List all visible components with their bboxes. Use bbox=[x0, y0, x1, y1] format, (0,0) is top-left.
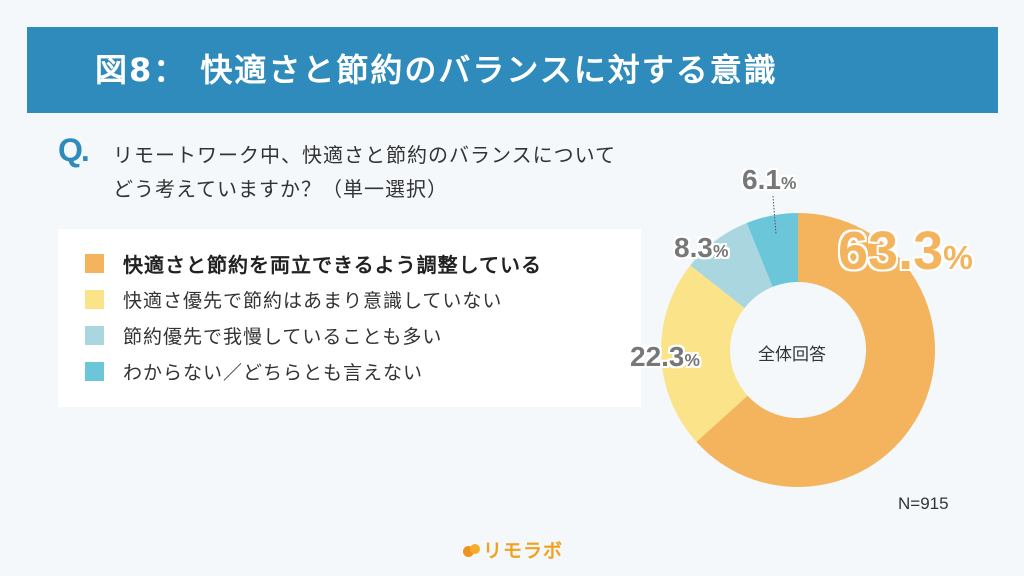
question-line-2: どう考えていますか？（単一選択） bbox=[113, 177, 448, 201]
leader-line bbox=[772, 195, 777, 235]
donut-segments bbox=[661, 213, 935, 487]
pct-value: 22.3 bbox=[630, 341, 685, 372]
brand-name: リモラボ bbox=[483, 540, 564, 562]
pct-unit: % bbox=[712, 241, 729, 261]
legend-swatch-orange bbox=[85, 253, 104, 273]
chart-title: 図8： 快適さと節約のバランスに対する意識 bbox=[95, 51, 778, 89]
legend-item-comfort-first: 快適さ優先で節約はあまり意識していない bbox=[85, 284, 502, 314]
pct-label-balance: 63.3% bbox=[838, 220, 973, 282]
pct-label-unknown: 6.1% bbox=[742, 164, 796, 196]
legend-label: 快適さと節約を両立できるよう調整している bbox=[123, 252, 542, 277]
pct-unit: % bbox=[684, 350, 700, 370]
pct-label-saving-first: 8.3% bbox=[674, 232, 728, 264]
brand-dots-icon bbox=[463, 543, 481, 557]
question-mark-icon: Q. bbox=[58, 132, 90, 168]
legend-label: わからない／どちらとも言えない bbox=[123, 361, 424, 384]
question-line-1: リモートワーク中、快適さと節約のバランスについて bbox=[113, 143, 616, 167]
legend-label: 節約優先で我慢していることも多い bbox=[123, 325, 443, 348]
donut-segment bbox=[696, 213, 935, 487]
chart-legend: 快適さと節約を両立できるよう調整している 快適さ優先で節約はあまり意識していない… bbox=[58, 229, 641, 407]
sample-size: N=915 bbox=[898, 494, 949, 513]
donut-segment bbox=[661, 265, 748, 442]
pct-value: 8.3 bbox=[674, 232, 713, 263]
pct-value: 63.3 bbox=[838, 221, 944, 281]
legend-label: 快適さ優先で節約はあまり意識していない bbox=[123, 289, 503, 312]
legend-swatch-teal bbox=[85, 361, 104, 381]
pct-unit: % bbox=[780, 173, 797, 193]
donut-center-label: 全体回答 bbox=[758, 345, 826, 365]
title-banner: 図8： 快適さと節約のバランスに対する意識 bbox=[27, 27, 998, 113]
brand-logo: リモラボ bbox=[463, 536, 563, 563]
legend-swatch-yellow bbox=[85, 289, 104, 309]
legend-item-unknown: わからない／どちらとも言えない bbox=[85, 356, 423, 386]
pct-unit: % bbox=[943, 240, 973, 277]
pct-value: 6.1 bbox=[742, 164, 781, 195]
pct-label-comfort-first: 22.3% bbox=[630, 341, 700, 373]
legend-item-saving-first: 節約優先で我慢していることも多い bbox=[85, 320, 442, 350]
donut-segment bbox=[746, 213, 798, 287]
legend-swatch-lightblue bbox=[85, 325, 104, 345]
question-text: リモートワーク中、快適さと節約のバランスについて どう考えていますか？（単一選択… bbox=[113, 138, 616, 206]
legend-item-balance: 快適さと節約を両立できるよう調整している bbox=[85, 248, 542, 278]
donut-segment bbox=[690, 222, 773, 308]
